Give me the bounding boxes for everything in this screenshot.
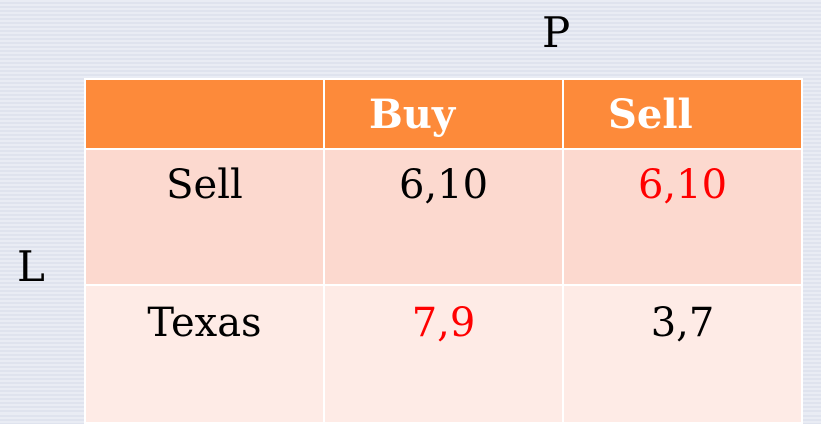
header-sell: Sell xyxy=(562,78,803,150)
payoff-cell: 3,7 xyxy=(562,284,803,424)
column-player-label: P xyxy=(542,8,571,57)
table-row: Texas 7,9 3,7 xyxy=(84,284,803,424)
row-label-texas: Texas xyxy=(84,284,325,424)
row-player-label: L xyxy=(17,242,45,291)
payoff-cell: 6,10 xyxy=(562,148,803,286)
payoff-cell: 7,9 xyxy=(323,284,564,424)
header-corner-cell xyxy=(84,78,325,150)
header-buy: Buy xyxy=(323,78,564,150)
payoff-matrix: Buy Sell Sell 6,10 6,10 Texas 7,9 3,7 xyxy=(84,78,803,424)
payoff-cell: 6,10 xyxy=(323,148,564,286)
header-row: Buy Sell xyxy=(84,78,803,150)
row-label-sell: Sell xyxy=(84,148,325,286)
table-row: Sell 6,10 6,10 xyxy=(84,148,803,286)
